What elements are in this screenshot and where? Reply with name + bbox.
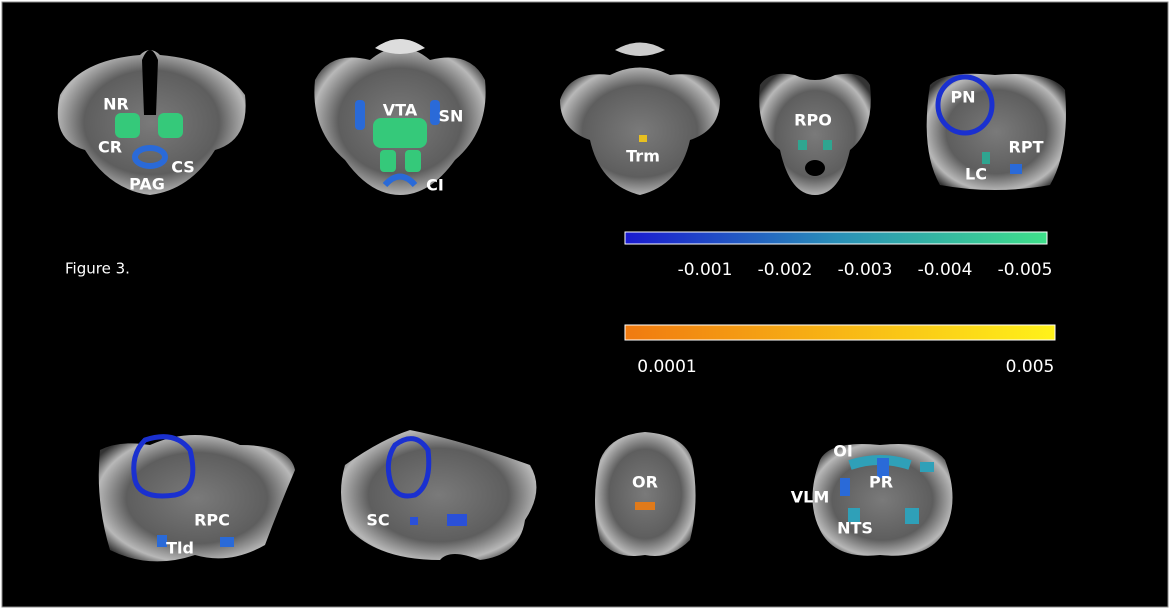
region-label: VLM bbox=[791, 488, 830, 507]
region-label: Trm bbox=[626, 147, 660, 166]
colorbar-tick-label: 0.0001 bbox=[637, 357, 696, 377]
region-label: PR bbox=[869, 473, 893, 492]
slice bbox=[595, 432, 696, 556]
colorbar-tick-label: -0.003 bbox=[838, 260, 893, 280]
region-label: OI bbox=[833, 442, 853, 461]
slice bbox=[812, 444, 953, 556]
region-label: VTA bbox=[383, 101, 418, 120]
region-label: RPT bbox=[1009, 138, 1044, 157]
region-label: SN bbox=[439, 107, 464, 126]
colorbar-tick-label: -0.001 bbox=[678, 260, 733, 280]
slice bbox=[759, 73, 871, 195]
slice bbox=[926, 73, 1066, 190]
colorbar-positive bbox=[624, 324, 1056, 341]
slice bbox=[314, 39, 486, 195]
region-label: RPC bbox=[194, 511, 230, 530]
caption: Figure 3. bbox=[65, 260, 130, 278]
slice bbox=[98, 434, 295, 562]
region-label: SC bbox=[366, 511, 389, 530]
colorbar-tick-label: -0.002 bbox=[758, 260, 813, 280]
region-label: NR bbox=[103, 95, 129, 114]
slice bbox=[57, 50, 246, 195]
slice bbox=[560, 42, 720, 195]
region-label: RPO bbox=[794, 111, 832, 130]
region-label: CS bbox=[171, 158, 195, 177]
colorbar-negative bbox=[624, 231, 1048, 245]
region-label: OR bbox=[632, 473, 658, 492]
colorbar-tick-label: -0.005 bbox=[998, 260, 1053, 280]
region-label: PN bbox=[950, 88, 975, 107]
slice bbox=[341, 430, 537, 560]
colorbar-tick-label: -0.004 bbox=[918, 260, 973, 280]
region-label: PAG bbox=[129, 175, 165, 194]
region-label: CR bbox=[98, 138, 122, 157]
region-label: Tld bbox=[166, 539, 194, 558]
region-label: CI bbox=[426, 176, 444, 195]
colorbar-tick-label: 0.005 bbox=[1006, 357, 1055, 377]
region-label: NTS bbox=[837, 519, 873, 538]
region-label: LC bbox=[965, 165, 987, 184]
